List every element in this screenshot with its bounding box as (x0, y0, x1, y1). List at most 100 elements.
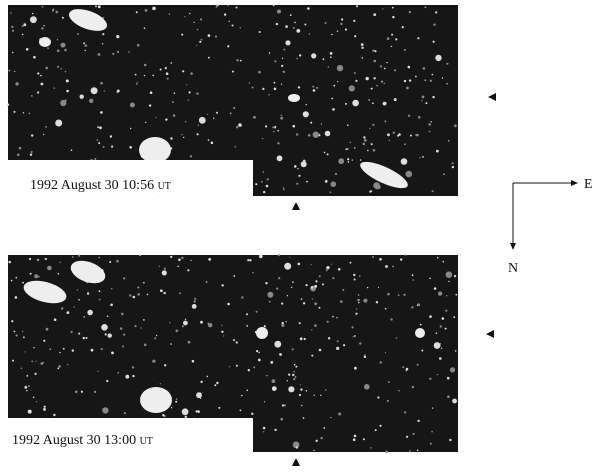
star (276, 288, 278, 290)
star (58, 273, 60, 275)
star (385, 451, 388, 454)
star (45, 67, 48, 70)
star (169, 13, 171, 15)
star (43, 134, 44, 135)
star (252, 87, 254, 89)
star (24, 386, 27, 389)
star (15, 277, 17, 279)
star (430, 443, 432, 445)
star (385, 265, 388, 268)
star (431, 431, 433, 433)
star (375, 429, 377, 431)
star (40, 75, 42, 77)
star (395, 38, 397, 40)
star (101, 324, 108, 331)
unit: UT (140, 436, 153, 447)
star (238, 123, 242, 127)
star (272, 379, 276, 383)
star (432, 407, 433, 408)
star (156, 335, 157, 336)
star (417, 305, 418, 306)
star (236, 365, 238, 367)
star (371, 143, 373, 145)
star (108, 333, 112, 337)
star (16, 334, 18, 336)
star (354, 335, 356, 337)
star (313, 89, 316, 92)
star (362, 57, 364, 59)
star (232, 71, 234, 73)
star (190, 155, 192, 157)
star (46, 328, 49, 331)
star (208, 57, 210, 59)
galaxy (139, 137, 171, 163)
star (371, 88, 373, 90)
star (192, 360, 195, 363)
star (281, 65, 283, 67)
star (338, 413, 341, 416)
star (446, 83, 447, 84)
star (448, 281, 449, 282)
star (26, 390, 28, 392)
star (377, 396, 379, 398)
star (284, 263, 291, 270)
star (405, 254, 407, 256)
star (300, 384, 301, 385)
star (174, 92, 176, 94)
star (278, 254, 280, 256)
star (165, 67, 167, 69)
star (383, 102, 387, 106)
star (443, 261, 444, 262)
star (187, 269, 189, 271)
star (274, 88, 277, 91)
star (145, 122, 146, 123)
star (306, 390, 308, 392)
star (356, 5, 358, 7)
star (78, 299, 80, 301)
star (420, 324, 422, 326)
star (112, 53, 114, 55)
star (57, 50, 60, 53)
star (72, 349, 74, 351)
star (412, 274, 414, 276)
star (430, 80, 432, 82)
pointer-arrow (486, 330, 494, 338)
star (132, 375, 134, 377)
star (406, 171, 413, 178)
star (83, 42, 85, 44)
star (145, 9, 148, 12)
star (264, 401, 265, 402)
star (253, 116, 256, 119)
star (267, 292, 273, 298)
star (352, 159, 353, 160)
star (265, 282, 267, 284)
star (343, 344, 345, 346)
star (446, 295, 447, 296)
star (182, 325, 184, 327)
star (409, 11, 411, 13)
star (23, 23, 26, 26)
star (385, 352, 386, 353)
star (323, 427, 325, 429)
star (429, 131, 431, 133)
star (21, 368, 23, 370)
star (206, 281, 208, 283)
star (313, 450, 314, 451)
star (298, 263, 301, 266)
star (314, 324, 317, 327)
star (65, 71, 67, 73)
star (7, 104, 9, 106)
star (387, 400, 389, 402)
star (251, 413, 253, 415)
star (186, 84, 187, 85)
star (137, 286, 139, 288)
star (350, 262, 352, 264)
star (404, 49, 406, 51)
compass-north: N (508, 261, 518, 276)
star (241, 296, 243, 298)
star (95, 6, 97, 8)
star (164, 292, 166, 294)
star (144, 75, 145, 76)
star (30, 16, 37, 23)
star (160, 383, 161, 384)
